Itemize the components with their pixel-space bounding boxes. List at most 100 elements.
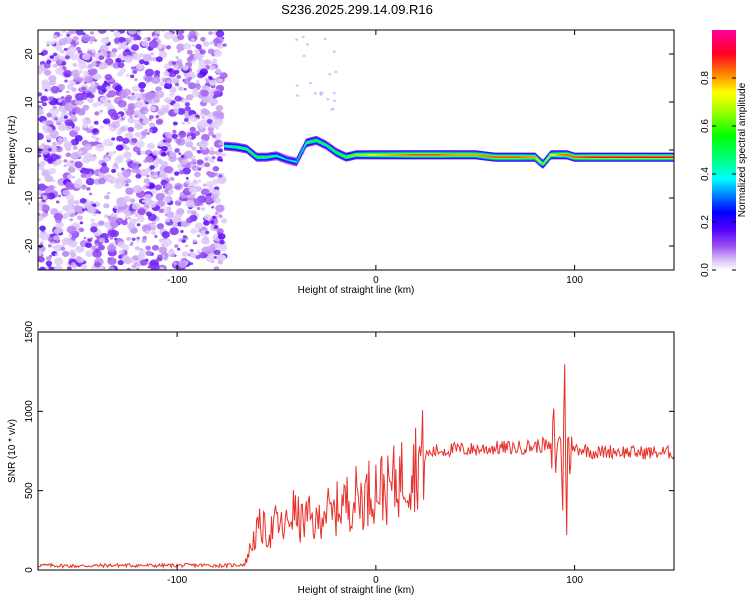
noise-dot bbox=[59, 66, 63, 69]
track-cell bbox=[538, 160, 541, 163]
track-cell bbox=[590, 156, 592, 158]
noise-dot bbox=[117, 100, 127, 108]
noise-dot bbox=[71, 87, 77, 92]
track-cell bbox=[511, 156, 514, 158]
noise-dot bbox=[92, 212, 97, 217]
noise-dot bbox=[95, 101, 102, 107]
track-cell bbox=[344, 156, 347, 158]
track-cell bbox=[600, 156, 603, 158]
noise-dot bbox=[194, 222, 203, 230]
track-cell bbox=[556, 154, 559, 156]
noise-dot bbox=[39, 242, 44, 246]
noise-dot bbox=[150, 75, 161, 84]
noise-dot bbox=[161, 231, 170, 239]
track-cell bbox=[492, 156, 495, 158]
track-cell bbox=[485, 155, 487, 157]
noise-dot bbox=[155, 56, 163, 63]
noise-dot bbox=[203, 214, 212, 221]
track-cell bbox=[654, 156, 657, 158]
noise-dot bbox=[83, 143, 93, 151]
noise-dot bbox=[212, 166, 220, 172]
track-cell bbox=[287, 159, 289, 161]
noise-dot bbox=[130, 162, 140, 170]
noise-dot bbox=[54, 159, 63, 165]
noise-dot bbox=[220, 218, 228, 224]
noise-dot bbox=[334, 70, 338, 74]
track-cell bbox=[569, 155, 572, 157]
noise-dot bbox=[38, 214, 44, 222]
track-cell bbox=[394, 154, 397, 156]
track-cell bbox=[591, 156, 594, 158]
track-cell bbox=[463, 154, 466, 156]
track-cell bbox=[429, 154, 431, 156]
track-cell bbox=[233, 146, 236, 148]
noise-dot bbox=[145, 250, 153, 256]
noise-dot bbox=[125, 187, 134, 195]
track-cell bbox=[435, 154, 437, 156]
track-cell bbox=[276, 155, 279, 157]
track-cell bbox=[268, 156, 270, 158]
noise-dot bbox=[66, 90, 70, 94]
noise-dot bbox=[69, 213, 75, 218]
track-cell bbox=[535, 157, 537, 160]
track-cell bbox=[586, 156, 589, 158]
track-cell bbox=[566, 154, 568, 156]
noise-dot bbox=[159, 266, 165, 270]
noise-dot bbox=[63, 164, 67, 168]
noise-dot bbox=[171, 133, 178, 139]
track-cell bbox=[486, 155, 489, 158]
track-cell bbox=[594, 156, 597, 158]
colorbar-tick-label: 0.4 bbox=[700, 167, 711, 181]
track-cell bbox=[432, 154, 435, 156]
track-cell bbox=[597, 156, 599, 158]
noise-dot bbox=[87, 63, 93, 69]
noise-dot bbox=[215, 204, 225, 213]
noise-dot bbox=[55, 146, 63, 153]
y-axis-label: SNR (10 * v/v) bbox=[7, 419, 18, 483]
track-cell bbox=[605, 156, 608, 158]
noise-dot bbox=[122, 137, 130, 144]
noise-dot bbox=[53, 235, 60, 241]
noise-dot bbox=[66, 33, 70, 37]
track-cell bbox=[224, 145, 226, 147]
track-cell bbox=[602, 156, 604, 158]
noise-dot bbox=[63, 159, 68, 163]
noise-dot bbox=[40, 232, 50, 241]
track-cell bbox=[245, 148, 248, 150]
noise-dot bbox=[114, 181, 124, 190]
noise-dot bbox=[70, 152, 80, 160]
noise-dot bbox=[220, 72, 228, 79]
track-cell bbox=[392, 154, 394, 156]
noise-dot bbox=[196, 120, 207, 129]
noise-dot bbox=[125, 73, 130, 78]
noise-dot bbox=[130, 227, 138, 234]
track-cell bbox=[624, 156, 627, 158]
noise-dot bbox=[173, 69, 180, 75]
noise-dot bbox=[185, 140, 194, 148]
noise-dot bbox=[209, 159, 215, 164]
noise-dot bbox=[95, 74, 102, 80]
noise-dot bbox=[180, 155, 185, 159]
noise-dot bbox=[148, 128, 153, 133]
noise-dot bbox=[122, 115, 127, 119]
noise-dot bbox=[199, 68, 209, 76]
track-cell bbox=[642, 156, 645, 158]
noise-dot bbox=[86, 187, 91, 191]
noise-dot bbox=[63, 115, 69, 119]
track-cell bbox=[660, 156, 663, 158]
colorbar-tick-label: 0.0 bbox=[700, 263, 711, 277]
noise-dot bbox=[188, 30, 197, 38]
track-cell bbox=[640, 156, 642, 158]
noise-dot bbox=[38, 183, 47, 191]
noise-dot bbox=[64, 79, 68, 83]
noise-dot bbox=[219, 254, 227, 261]
track-cell bbox=[507, 156, 510, 158]
noise-dot bbox=[114, 85, 123, 92]
noise-dot bbox=[68, 30, 77, 35]
noise-dot bbox=[160, 108, 166, 113]
track-cell bbox=[550, 154, 553, 156]
track-cell bbox=[448, 154, 450, 156]
track-cell bbox=[465, 154, 467, 156]
noise-dot bbox=[121, 88, 131, 97]
noise-dot bbox=[174, 82, 180, 87]
